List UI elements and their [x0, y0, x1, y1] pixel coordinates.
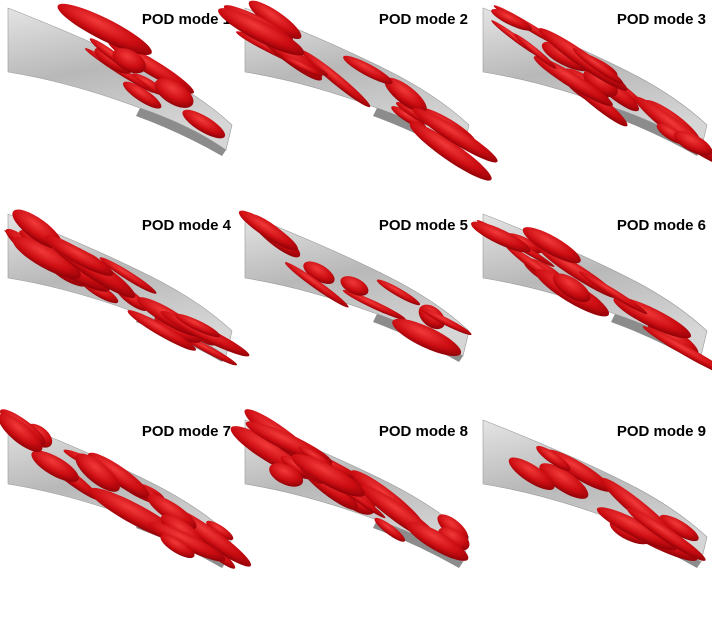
panel-title: POD mode 5 [379, 217, 468, 234]
panel-title: POD mode 9 [617, 423, 706, 440]
panel-title: POD mode 3 [617, 11, 706, 28]
panel: POD mode 5 [235, 205, 473, 362]
panel: POD mode 9 [483, 420, 709, 568]
panel: POD mode 6 [468, 214, 712, 382]
panel-title: POD mode 6 [617, 217, 706, 234]
page: POD mode 1 POD mode 2 POD mode 3 POD mode 4… [0, 0, 712, 619]
panel-title: POD mode 8 [379, 423, 468, 440]
panel: POD mode 7 [0, 405, 256, 573]
panel: POD mode 4 [1, 203, 252, 368]
panel-title: POD mode 1 [142, 11, 231, 28]
panel: POD mode 1 [8, 0, 232, 156]
panel-title: POD mode 4 [142, 217, 232, 234]
figure: POD mode 1 POD mode 2 POD mode 3 POD mode 4… [0, 0, 712, 619]
panel: POD mode 8 [226, 403, 474, 568]
panel: POD mode 3 [483, 2, 712, 170]
panel-title: POD mode 2 [379, 11, 468, 28]
panel: POD mode 2 [214, 0, 502, 187]
panel-title: POD mode 7 [142, 423, 231, 440]
